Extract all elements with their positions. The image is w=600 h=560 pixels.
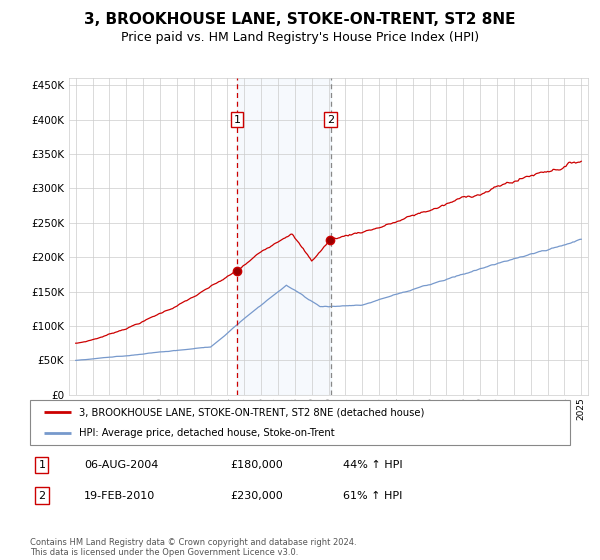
Text: 2: 2 <box>327 115 334 125</box>
Text: £180,000: £180,000 <box>230 460 283 470</box>
Text: 44% ↑ HPI: 44% ↑ HPI <box>343 460 403 470</box>
Text: 1: 1 <box>233 115 241 125</box>
Text: 3, BROOKHOUSE LANE, STOKE-ON-TRENT, ST2 8NE (detached house): 3, BROOKHOUSE LANE, STOKE-ON-TRENT, ST2 … <box>79 408 424 418</box>
Text: £230,000: £230,000 <box>230 491 283 501</box>
Text: 2: 2 <box>38 491 46 501</box>
Text: HPI: Average price, detached house, Stoke-on-Trent: HPI: Average price, detached house, Stok… <box>79 428 334 438</box>
Text: Price paid vs. HM Land Registry's House Price Index (HPI): Price paid vs. HM Land Registry's House … <box>121 31 479 44</box>
Text: 61% ↑ HPI: 61% ↑ HPI <box>343 491 403 501</box>
Text: 06-AUG-2004: 06-AUG-2004 <box>84 460 158 470</box>
Text: 19-FEB-2010: 19-FEB-2010 <box>84 491 155 501</box>
Bar <box>237 78 331 395</box>
Text: 3, BROOKHOUSE LANE, STOKE-ON-TRENT, ST2 8NE: 3, BROOKHOUSE LANE, STOKE-ON-TRENT, ST2 … <box>84 12 516 27</box>
Text: 1: 1 <box>38 460 46 470</box>
Text: Contains HM Land Registry data © Crown copyright and database right 2024.
This d: Contains HM Land Registry data © Crown c… <box>30 538 356 557</box>
FancyBboxPatch shape <box>30 400 570 445</box>
